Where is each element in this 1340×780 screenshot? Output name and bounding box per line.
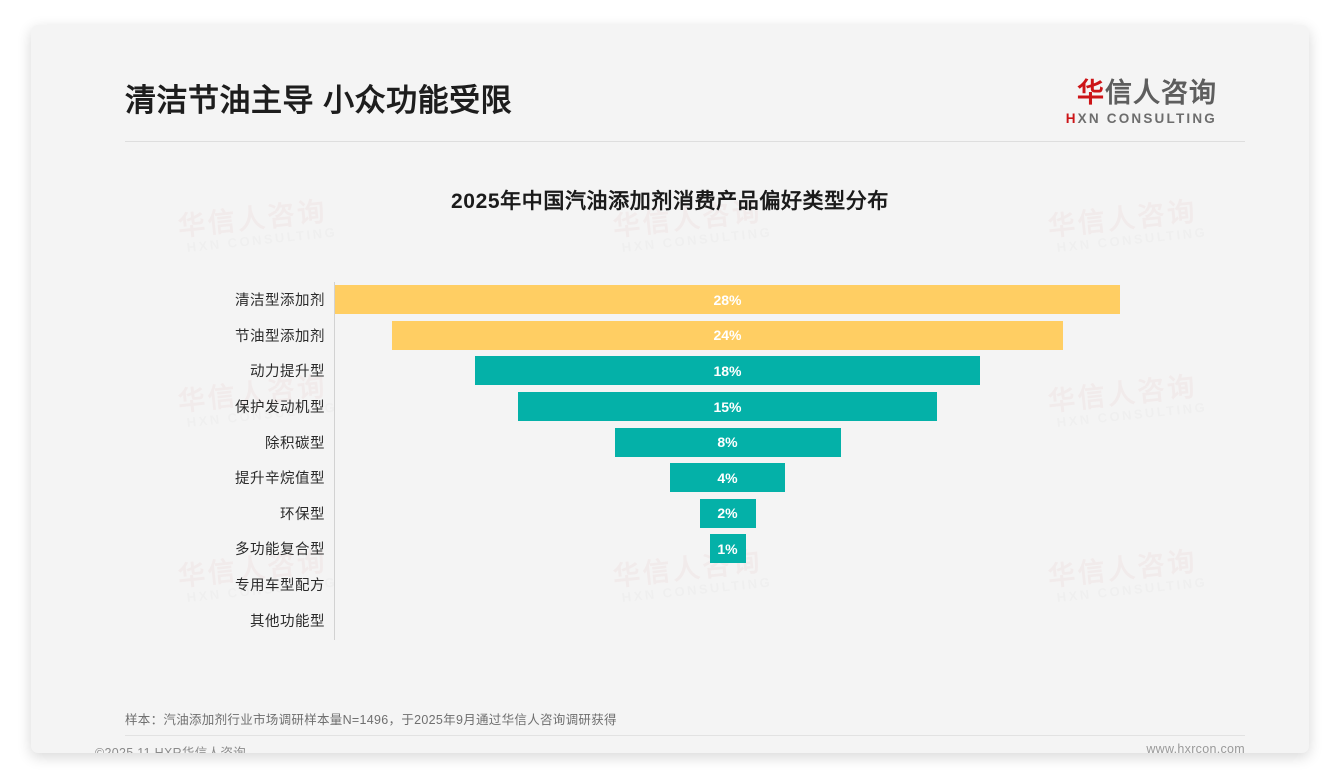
- copyright-text: ©2025.11 HXR华信人咨询: [95, 746, 246, 753]
- funnel-category-label: 多功能复合型: [235, 542, 325, 559]
- sample-note: 样本：汽油添加剂行业市场调研样本量N=1496，于2025年9月通过华信人咨询调…: [125, 713, 617, 727]
- chart-title: 2025年中国汽油添加剂消费产品偏好类型分布: [451, 190, 889, 213]
- chart-axis-line: [334, 282, 335, 640]
- funnel-category-label: 清洁型添加剂: [235, 293, 325, 310]
- logo-en-accent-char: H: [1065, 110, 1078, 126]
- funnel-row: 除积碳型 8%: [95, 424, 1245, 460]
- funnel-bar-track: 4%: [335, 460, 1245, 496]
- funnel-bar-track: 1%: [335, 531, 1245, 567]
- funnel-row: 节油型添加剂 24%: [95, 318, 1245, 354]
- header-divider: [125, 141, 1245, 142]
- page-title: 清洁节油主导 小众功能受限: [125, 83, 513, 118]
- funnel-row: 环保型 2%: [95, 496, 1245, 532]
- funnel-bar-track: 18%: [335, 353, 1245, 389]
- funnel-bar[interactable]: 1%: [709, 534, 746, 564]
- funnel-value-label: 2%: [717, 505, 738, 522]
- funnel-value-label: 15%: [713, 398, 742, 415]
- funnel-bar-track: 2%: [335, 496, 1245, 532]
- funnel-rows: 清洁型添加剂 28% 节油型添加剂 24% 动力提升型 18% 保护发动机型 15% 除积碳型 8…: [95, 282, 1245, 638]
- funnel-category-label: 其他功能型: [250, 613, 325, 630]
- funnel-value-label: 28%: [713, 291, 742, 308]
- funnel-row: 动力提升型 18%: [95, 353, 1245, 389]
- logo-cn-accent-char: 华: [1077, 78, 1105, 108]
- funnel-value-label: 8%: [717, 434, 738, 451]
- funnel-value-label: 1%: [717, 540, 738, 557]
- funnel-value-label: 24%: [713, 327, 742, 344]
- funnel-bar[interactable]: 15%: [518, 392, 937, 422]
- funnel-bar-track: 28%: [335, 282, 1245, 318]
- funnel-bar-track: 15%: [335, 389, 1245, 425]
- logo-en-rest: XN CONSULTING: [1077, 110, 1217, 126]
- funnel-chart: 2025年中国汽油添加剂消费产品偏好类型分布 清洁型添加剂 28% 节油型添加剂 24…: [95, 157, 1245, 667]
- funnel-bar[interactable]: 18%: [475, 356, 980, 386]
- funnel-row: 其他功能型: [95, 602, 1245, 638]
- brand-logo: 华信人咨询 HXN CONSULTING: [1066, 78, 1217, 126]
- funnel-row: 清洁型添加剂 28%: [95, 282, 1245, 318]
- funnel-row: 多功能复合型 1%: [95, 531, 1245, 567]
- logo-chinese-name: 华信人咨询: [1066, 78, 1217, 109]
- funnel-bar[interactable]: 28%: [335, 285, 1120, 315]
- funnel-category-label: 提升辛烷值型: [235, 471, 325, 488]
- funnel-category-label: 除积碳型: [265, 435, 325, 452]
- slide-card: 华信人咨询 HXN CONSULTING 华信人咨询 HXN CONSULTIN…: [31, 25, 1309, 753]
- funnel-category-label: 动力提升型: [250, 364, 325, 381]
- funnel-bar[interactable]: 4%: [670, 463, 785, 493]
- funnel-bar-track: [335, 602, 1245, 638]
- slide-header: 清洁节油主导 小众功能受限 华信人咨询 HXN CONSULTING: [95, 61, 1245, 142]
- funnel-row: 保护发动机型 15%: [95, 389, 1245, 425]
- logo-english-name: HXN CONSULTING: [1066, 111, 1217, 126]
- funnel-bar-track: [335, 567, 1245, 603]
- funnel-category-label: 保护发动机型: [235, 400, 325, 417]
- footer-divider: [125, 735, 1245, 736]
- funnel-bar[interactable]: 2%: [699, 498, 756, 528]
- funnel-value-label: 4%: [717, 469, 738, 486]
- funnel-category-label: 节油型添加剂: [235, 328, 325, 345]
- funnel-bar-track: 8%: [335, 424, 1245, 460]
- funnel-category-label: 专用车型配方: [235, 578, 325, 595]
- funnel-bar[interactable]: 24%: [392, 320, 1063, 350]
- funnel-category-label: 环保型: [280, 506, 325, 523]
- funnel-bar-track: 24%: [335, 318, 1245, 354]
- funnel-value-label: 18%: [713, 362, 742, 379]
- logo-cn-rest: 信人咨询: [1105, 78, 1217, 108]
- funnel-row: 专用车型配方: [95, 567, 1245, 603]
- funnel-bar[interactable]: 8%: [614, 427, 841, 457]
- website-text: www.hxrcon.com: [1146, 742, 1245, 753]
- funnel-row: 提升辛烷值型 4%: [95, 460, 1245, 496]
